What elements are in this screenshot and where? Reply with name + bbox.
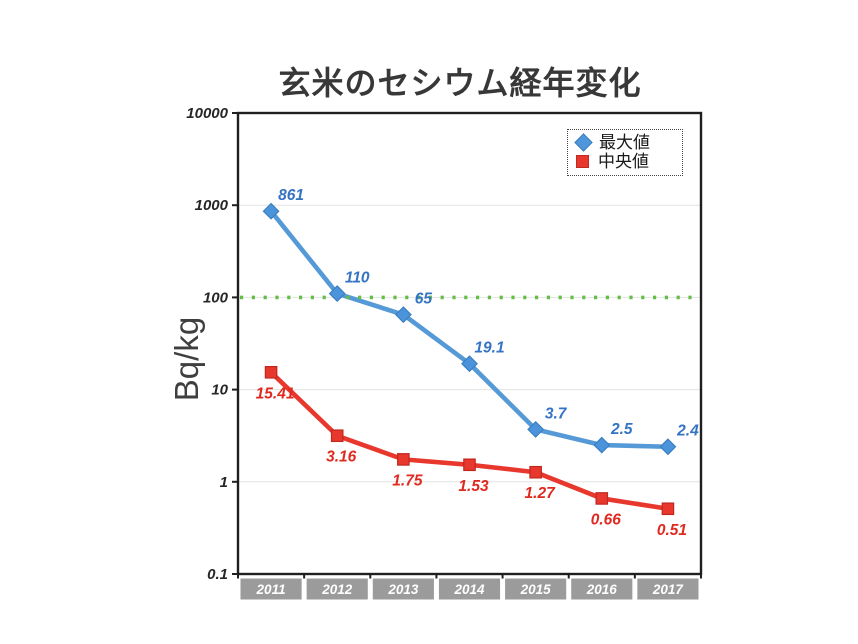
x-category-label: 2015 [520,582,552,597]
data-label-max-2011: 861 [278,187,304,204]
data-label-max-2015: 3.7 [545,405,568,422]
data-label-median-2012: 3.16 [326,449,357,466]
legend-row-median: 中央値 [576,152,676,171]
y-tick-label: 10000 [186,105,228,122]
y-tick-label: 0.1 [207,566,228,583]
y-tick-label: 1 [220,474,228,491]
marker-max-2012 [328,285,346,303]
legend-label-median: 中央値 [598,152,649,171]
marker-median-2016 [595,492,609,505]
series-line-max [268,208,671,450]
x-category-label: 2016 [586,582,618,597]
data-label-median-2014: 1.53 [458,478,489,495]
y-tick-label: 10 [211,382,228,399]
marker-max-2015 [527,420,545,438]
x-category-box [571,578,633,600]
marker-max-2017 [659,438,677,456]
data-label-max-2017: 2.4 [676,423,699,440]
marker-median-2011 [264,365,278,379]
data-label-median-2016: 0.66 [591,511,622,528]
data-label-max-2016: 2.5 [610,421,633,438]
x-category-label: 2013 [387,582,419,597]
x-category-label: 2012 [321,582,353,597]
marker-median-2013 [397,453,410,466]
y-tick-label: 100 [203,289,229,306]
x-category-label: 2011 [256,582,286,597]
marker-max-2011 [262,202,280,220]
x-category-label: 2017 [652,582,685,597]
legend: 最大値 中央値 [567,129,683,176]
marker-max-2016 [593,436,611,454]
data-label-median-2013: 1.75 [392,472,423,489]
legend-label-max: 最大値 [599,133,650,152]
marker-max-2014 [461,355,478,373]
legend-row-max: 最大値 [574,133,676,152]
legend-median-square-icon [576,155,589,168]
data-label-max-2013: 65 [415,291,433,308]
marker-median-2017 [661,502,675,516]
x-category-box [438,578,501,600]
x-category-box [505,578,567,600]
marker-median-2012 [330,429,344,443]
x-category-box [240,578,302,600]
marker-median-2014 [463,458,476,472]
data-label-median-2011: 15.41 [256,385,295,402]
marker-median-2015 [529,465,542,479]
marker-max-2013 [394,306,412,324]
data-label-max-2012: 110 [345,270,370,287]
y-tick-label: 1000 [195,197,229,214]
data-label-median-2017: 0.51 [657,522,687,539]
legend-max-diamond-icon [574,133,593,152]
x-category-box [637,578,699,600]
x-category-box [306,578,368,600]
chart-title: 玄米のセシウム経年変化 [278,65,642,101]
x-category-box [372,578,434,600]
plot-border [236,111,703,576]
data-label-median-2015: 1.27 [525,485,557,502]
data-label-max-2014: 19.1 [474,340,504,357]
x-category-label: 2014 [453,582,485,597]
